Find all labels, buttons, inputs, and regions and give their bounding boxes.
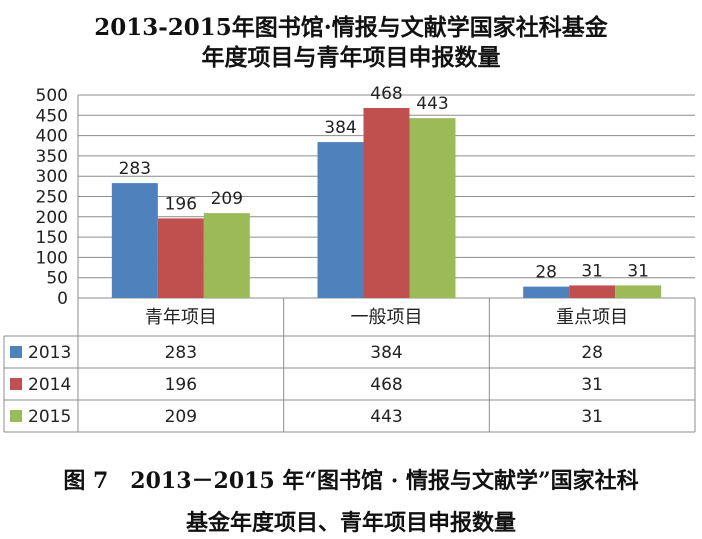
x-tick-label-0: 青年项目: [145, 307, 217, 328]
figure-caption-line-1: 图 7 2013－2015 年“图书馆 · 情报与文献学”国家社科: [63, 468, 639, 494]
data-label-2015-0: 209: [211, 189, 243, 209]
table-cell-2014-0: 196: [165, 375, 197, 395]
table-cell-2015-2: 31: [581, 407, 603, 427]
legend-label-2013: 2013: [28, 343, 71, 363]
data-label-2014-2: 31: [581, 261, 603, 281]
y-tick-label-6: 300: [36, 167, 68, 187]
legend-key-2015: [10, 410, 22, 422]
table-cell-2014-1: 468: [370, 375, 402, 395]
y-tick-label-10: 500: [36, 86, 68, 106]
x-tick-label-2: 重点项目: [556, 307, 628, 328]
table-cell-2014-2: 31: [581, 375, 603, 395]
y-tick-label-2: 100: [36, 248, 68, 268]
bar-2014-1: [363, 107, 410, 298]
y-tick-label-3: 150: [36, 228, 68, 248]
bar-2015-0: [203, 213, 250, 298]
y-tick-label-4: 200: [36, 208, 68, 228]
chart-title-line-2: 年度项目与青年项目申报数量: [201, 44, 501, 71]
bar-2015-1: [409, 118, 456, 298]
bar-2015-2: [615, 285, 662, 298]
table-cell-2013-2: 28: [581, 343, 603, 363]
y-tick-label-9: 450: [36, 106, 68, 126]
data-label-2013-1: 384: [324, 118, 356, 138]
data-label-2013-2: 28: [535, 263, 557, 283]
legend-label-2014: 2014: [28, 375, 71, 395]
y-tick-label-1: 50: [46, 269, 68, 289]
x-tick-label-1: 一般项目: [351, 307, 423, 328]
bar-2014-0: [157, 218, 204, 298]
bar-2013-0: [111, 183, 158, 298]
chart-title-line-1: 2013-2015年图书馆·情报与文献学国家社科基金: [94, 14, 608, 41]
bar-2013-2: [523, 286, 570, 298]
data-label-2014-1: 468: [370, 84, 402, 104]
y-tick-label-7: 350: [36, 147, 68, 167]
legend-key-2013: [10, 346, 22, 358]
table-cell-2015-1: 443: [370, 407, 402, 427]
figure-caption-line-2: 基金年度项目、青年项目申报数量: [185, 510, 516, 536]
y-tick-label-0: 0: [57, 289, 68, 309]
legend-key-2014: [10, 378, 22, 390]
data-label-2015-2: 31: [627, 261, 649, 281]
bar-2013-1: [317, 142, 364, 298]
table-cell-2015-0: 209: [165, 407, 197, 427]
y-tick-label-5: 250: [36, 188, 68, 208]
data-label-2015-1: 443: [416, 94, 448, 114]
y-tick-label-8: 400: [36, 127, 68, 147]
table-cell-2013-1: 384: [370, 343, 402, 363]
legend-label-2015: 2015: [28, 407, 71, 427]
table-cell-2013-0: 283: [165, 343, 197, 363]
data-label-2013-0: 283: [119, 159, 151, 179]
data-label-2014-0: 196: [165, 194, 197, 214]
bar-2014-2: [569, 285, 616, 298]
